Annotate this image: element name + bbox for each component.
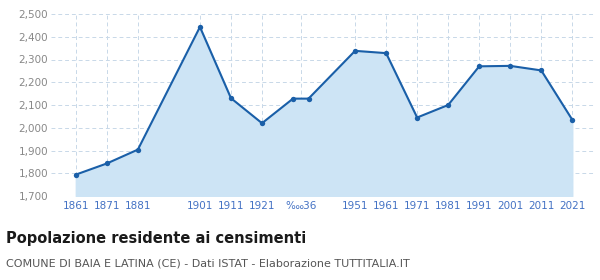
- Point: [505, 64, 515, 68]
- Point: [350, 49, 360, 53]
- Point: [443, 103, 453, 107]
- Point: [412, 115, 422, 120]
- Point: [195, 25, 205, 29]
- Text: Popolazione residente ai censimenti: Popolazione residente ai censimenti: [6, 231, 306, 246]
- Point: [288, 96, 298, 101]
- Point: [226, 96, 236, 101]
- Point: [102, 161, 112, 166]
- Point: [536, 68, 546, 73]
- Point: [133, 147, 143, 152]
- Point: [475, 64, 484, 69]
- Point: [257, 121, 267, 125]
- Point: [71, 172, 80, 177]
- Text: COMUNE DI BAIA E LATINA (CE) - Dati ISTAT - Elaborazione TUTTITALIA.IT: COMUNE DI BAIA E LATINA (CE) - Dati ISTA…: [6, 259, 410, 269]
- Point: [568, 118, 577, 122]
- Point: [382, 51, 391, 55]
- Point: [304, 96, 313, 101]
